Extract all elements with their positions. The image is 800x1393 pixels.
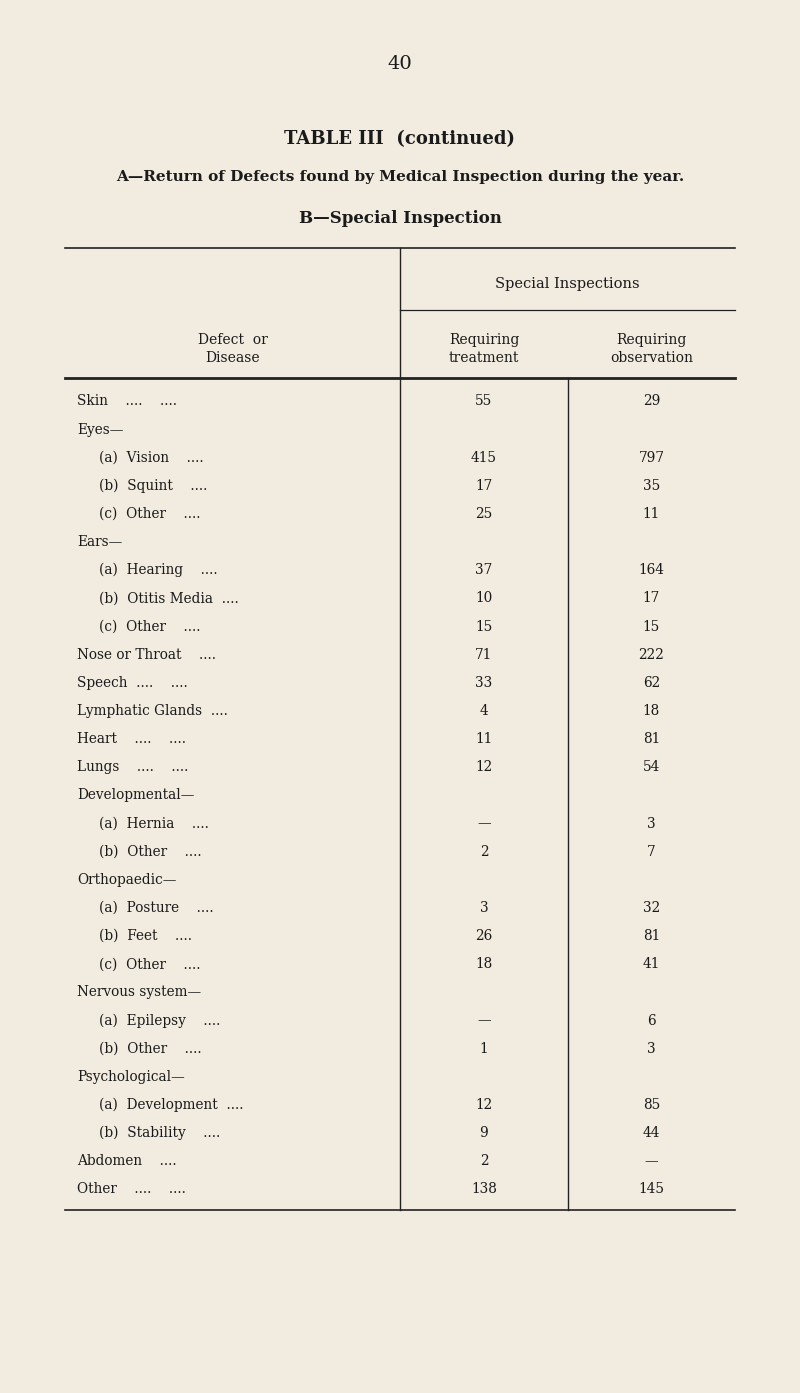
Text: 18: 18	[643, 703, 660, 717]
Text: 29: 29	[643, 394, 660, 408]
Text: Lungs    ....    ....: Lungs .... ....	[77, 761, 188, 775]
Text: (b)  Squint    ....: (b) Squint ....	[99, 479, 207, 493]
Text: 17: 17	[475, 479, 493, 493]
Text: 32: 32	[643, 901, 660, 915]
Text: 3: 3	[647, 1042, 656, 1056]
Text: observation: observation	[610, 351, 693, 365]
Text: 41: 41	[643, 957, 660, 971]
Text: 40: 40	[388, 54, 412, 72]
Text: 25: 25	[475, 507, 493, 521]
Text: 54: 54	[643, 761, 660, 775]
Text: 11: 11	[475, 733, 493, 747]
Text: Orthopaedic—: Orthopaedic—	[77, 873, 176, 887]
Text: Speech  ....    ....: Speech .... ....	[77, 676, 188, 690]
Text: 138: 138	[471, 1183, 497, 1197]
Text: 1: 1	[480, 1042, 488, 1056]
Text: 222: 222	[638, 648, 665, 662]
Text: (b)  Other    ....: (b) Other ....	[99, 1042, 202, 1056]
Text: 2: 2	[480, 844, 488, 858]
Text: Psychological—: Psychological—	[77, 1070, 185, 1084]
Text: Developmental—: Developmental—	[77, 788, 194, 802]
Text: Skin    ....    ....: Skin .... ....	[77, 394, 177, 408]
Text: 164: 164	[638, 563, 665, 577]
Text: (a)  Vision    ....: (a) Vision ....	[99, 451, 204, 465]
Text: Requiring: Requiring	[616, 333, 686, 347]
Text: treatment: treatment	[449, 351, 519, 365]
Text: (b)  Other    ....: (b) Other ....	[99, 844, 202, 858]
Text: Lymphatic Glands  ....: Lymphatic Glands ....	[77, 703, 228, 717]
Text: Nose or Throat    ....: Nose or Throat ....	[77, 648, 216, 662]
Text: Special Inspections: Special Inspections	[495, 277, 640, 291]
Text: Heart    ....    ....: Heart .... ....	[77, 733, 186, 747]
Text: (a)  Posture    ....: (a) Posture ....	[99, 901, 214, 915]
Text: —: —	[477, 816, 491, 830]
Text: —: —	[477, 1014, 491, 1028]
Text: 81: 81	[643, 733, 660, 747]
Text: 11: 11	[643, 507, 660, 521]
Text: Ears—: Ears—	[77, 535, 122, 549]
Text: 15: 15	[643, 620, 660, 634]
Text: 85: 85	[643, 1098, 660, 1112]
Text: A—Return of Defects found by Medical Inspection during the year.: A—Return of Defects found by Medical Ins…	[116, 170, 684, 184]
Text: 145: 145	[638, 1183, 665, 1197]
Text: Defect  or: Defect or	[198, 333, 267, 347]
Text: 797: 797	[638, 451, 665, 465]
Text: 62: 62	[643, 676, 660, 690]
Text: 6: 6	[647, 1014, 656, 1028]
Text: 37: 37	[475, 563, 493, 577]
Text: 35: 35	[643, 479, 660, 493]
Text: (c)  Other    ....: (c) Other ....	[99, 507, 201, 521]
Text: 26: 26	[475, 929, 493, 943]
Text: 4: 4	[480, 703, 488, 717]
Text: (c)  Other    ....: (c) Other ....	[99, 620, 201, 634]
Text: 2: 2	[480, 1155, 488, 1169]
Text: Requiring: Requiring	[449, 333, 519, 347]
Text: TABLE III  (continued): TABLE III (continued)	[285, 130, 515, 148]
Text: B—Special Inspection: B—Special Inspection	[298, 210, 502, 227]
Text: 3: 3	[647, 816, 656, 830]
Text: Nervous system—: Nervous system—	[77, 985, 201, 999]
Text: 3: 3	[480, 901, 488, 915]
Text: (a)  Development  ....: (a) Development ....	[99, 1098, 243, 1112]
Text: (a)  Epilepsy    ....: (a) Epilepsy ....	[99, 1013, 220, 1028]
Text: 44: 44	[642, 1126, 660, 1139]
Text: 17: 17	[643, 592, 660, 606]
Text: 71: 71	[475, 648, 493, 662]
Text: 33: 33	[475, 676, 493, 690]
Text: (b)  Stability    ....: (b) Stability ....	[99, 1126, 220, 1141]
Text: 15: 15	[475, 620, 493, 634]
Text: (b)  Feet    ....: (b) Feet ....	[99, 929, 192, 943]
Text: (a)  Hearing    ....: (a) Hearing ....	[99, 563, 218, 578]
Text: Other    ....    ....: Other .... ....	[77, 1183, 186, 1197]
Text: (c)  Other    ....: (c) Other ....	[99, 957, 201, 971]
Text: 415: 415	[471, 451, 497, 465]
Text: 12: 12	[475, 1098, 493, 1112]
Text: (b)  Otitis Media  ....: (b) Otitis Media ....	[99, 592, 238, 606]
Text: —: —	[645, 1155, 658, 1169]
Text: 81: 81	[643, 929, 660, 943]
Text: 55: 55	[475, 394, 493, 408]
Text: 18: 18	[475, 957, 493, 971]
Text: Eyes—: Eyes—	[77, 422, 123, 436]
Text: 12: 12	[475, 761, 493, 775]
Text: 7: 7	[647, 844, 656, 858]
Text: Disease: Disease	[205, 351, 260, 365]
Text: 9: 9	[480, 1126, 488, 1139]
Text: 10: 10	[475, 592, 493, 606]
Text: (a)  Hernia    ....: (a) Hernia ....	[99, 816, 209, 830]
Text: Abdomen    ....: Abdomen ....	[77, 1155, 177, 1169]
